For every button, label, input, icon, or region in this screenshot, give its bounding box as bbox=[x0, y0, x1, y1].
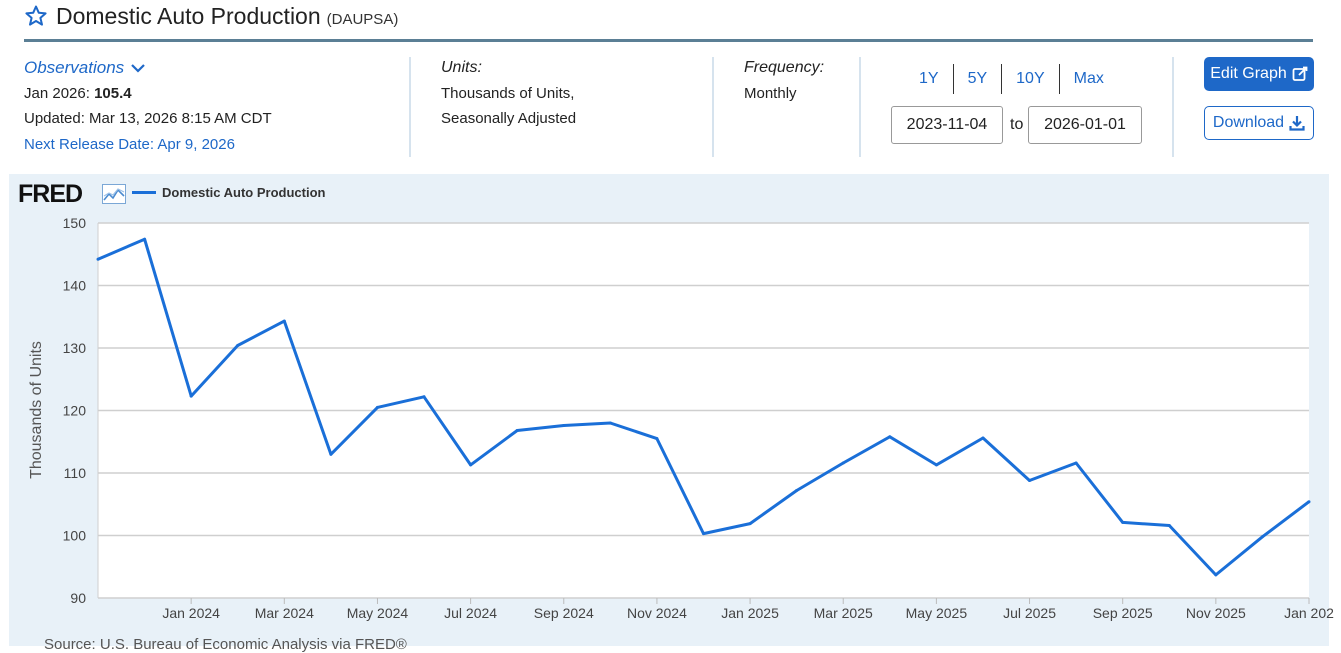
updated-text: Updated: Mar 13, 2026 8:15 AM CDT bbox=[24, 110, 272, 127]
data-point[interactable] bbox=[1307, 500, 1311, 504]
data-point[interactable] bbox=[1167, 524, 1171, 527]
x-tick-label: Jan 2024 bbox=[162, 605, 220, 621]
range-5y-button[interactable]: 5Y bbox=[967, 70, 988, 87]
data-point[interactable] bbox=[515, 429, 519, 432]
range-1y-button[interactable]: 1Y bbox=[919, 70, 939, 87]
legend-series-name: Domestic Auto Production bbox=[162, 185, 326, 200]
y-tick-label: 130 bbox=[63, 340, 87, 356]
divider bbox=[1172, 57, 1174, 157]
observations-block: Observations Jan 2026: 105.4 Updated: Ma… bbox=[24, 55, 272, 157]
data-point[interactable] bbox=[655, 437, 659, 441]
latest-date: Jan 2026: bbox=[24, 84, 90, 102]
trend-icon bbox=[102, 184, 126, 204]
series-title: Domestic Auto Production bbox=[56, 2, 321, 29]
star-icon[interactable] bbox=[24, 4, 48, 28]
data-point[interactable] bbox=[1028, 479, 1032, 482]
data-point[interactable] bbox=[748, 522, 752, 526]
y-tick-label: 120 bbox=[63, 403, 87, 419]
data-point[interactable] bbox=[888, 435, 892, 439]
data-point[interactable] bbox=[562, 424, 566, 427]
x-tick-label: Sep 2024 bbox=[534, 605, 594, 621]
x-tick-label: May 2025 bbox=[906, 605, 968, 621]
data-point[interactable] bbox=[143, 237, 147, 241]
date-to-label: to bbox=[1010, 116, 1024, 133]
frequency-label: Frequency: bbox=[744, 59, 825, 76]
x-tick-label: May 2024 bbox=[347, 605, 409, 621]
data-point[interactable] bbox=[795, 489, 799, 492]
x-tick-label: Sep 2025 bbox=[1093, 605, 1153, 621]
data-point[interactable] bbox=[282, 319, 286, 323]
divider bbox=[859, 57, 861, 157]
y-axis-label: Thousands of Units bbox=[28, 341, 45, 479]
observations-label: Observations bbox=[24, 58, 125, 77]
data-point[interactable] bbox=[934, 463, 938, 467]
y-tick-label: 110 bbox=[64, 465, 87, 481]
data-point[interactable] bbox=[96, 257, 100, 261]
data-point[interactable] bbox=[1121, 520, 1125, 524]
data-point[interactable] bbox=[329, 452, 333, 456]
edit-icon bbox=[1292, 66, 1308, 81]
range-10y-button[interactable]: 10Y bbox=[1016, 70, 1045, 87]
chart-legend: Domestic Auto Production bbox=[132, 185, 325, 200]
units-line-2: Seasonally Adjusted bbox=[441, 110, 577, 127]
x-tick-label: Nov 2024 bbox=[627, 605, 687, 621]
y-tick-label: 140 bbox=[63, 278, 87, 294]
data-point[interactable] bbox=[189, 394, 193, 398]
start-date-input[interactable] bbox=[891, 106, 1003, 144]
units-block: Units: Thousands of Units, Seasonally Ad… bbox=[441, 55, 576, 132]
series-id: (DAUPSA) bbox=[326, 10, 399, 28]
data-point[interactable] bbox=[236, 344, 240, 347]
x-tick-label: Jan 202 bbox=[1284, 605, 1334, 621]
end-date-input[interactable] bbox=[1028, 106, 1142, 144]
data-point[interactable] bbox=[1214, 573, 1218, 577]
x-tick-label: Nov 2025 bbox=[1186, 605, 1246, 621]
x-tick-label: Jan 2025 bbox=[721, 605, 779, 621]
legend-line-swatch bbox=[132, 191, 156, 194]
x-tick-label: Jul 2025 bbox=[1003, 605, 1056, 621]
download-button[interactable]: Download bbox=[1204, 106, 1314, 140]
data-point[interactable] bbox=[608, 421, 612, 425]
chevron-down-icon bbox=[131, 63, 145, 73]
edit-graph-button[interactable]: Edit Graph bbox=[1204, 57, 1314, 91]
observations-toggle[interactable]: Observations bbox=[24, 55, 272, 81]
divider bbox=[712, 57, 714, 157]
chart-source: Source: U.S. Bureau of Economic Analysis… bbox=[44, 636, 407, 653]
data-point[interactable] bbox=[702, 532, 705, 536]
header-rule bbox=[24, 39, 1313, 42]
units-line-1: Thousands of Units, bbox=[441, 84, 575, 102]
next-release-link[interactable]: Next Release Date: Apr 9, 2026 bbox=[24, 135, 235, 153]
range-buttons: 1Y 5Y 10Y Max bbox=[905, 64, 1118, 94]
data-point[interactable] bbox=[469, 463, 473, 467]
data-point[interactable] bbox=[422, 395, 426, 399]
latest-observation: Jan 2026: 105.4 bbox=[24, 81, 272, 107]
data-point[interactable] bbox=[375, 405, 379, 409]
data-point[interactable] bbox=[1260, 535, 1264, 539]
range-max-button[interactable]: Max bbox=[1073, 70, 1104, 87]
latest-value: 105.4 bbox=[94, 84, 132, 102]
fred-logo: FRED bbox=[18, 180, 83, 208]
range-separator bbox=[952, 64, 954, 94]
range-separator bbox=[1001, 64, 1003, 94]
title-row: Domestic Auto Production (DAUPSA) bbox=[24, 0, 398, 32]
download-icon bbox=[1289, 116, 1305, 131]
range-separator bbox=[1058, 64, 1060, 94]
x-tick-label: Jul 2024 bbox=[444, 605, 497, 621]
x-tick-label: Mar 2025 bbox=[814, 605, 873, 621]
data-point[interactable] bbox=[841, 461, 845, 465]
y-tick-label: 100 bbox=[63, 528, 87, 544]
data-point[interactable] bbox=[1074, 461, 1078, 465]
download-label: Download bbox=[1212, 114, 1285, 131]
y-tick-label: 150 bbox=[63, 215, 87, 231]
edit-graph-label: Edit Graph bbox=[1210, 65, 1287, 82]
units-label: Units: bbox=[441, 59, 482, 76]
frequency-value: Monthly bbox=[744, 84, 797, 102]
data-point[interactable] bbox=[981, 436, 985, 440]
y-tick-label: 90 bbox=[70, 590, 86, 606]
frequency-block: Frequency: Monthly bbox=[744, 55, 824, 106]
x-tick-label: Mar 2024 bbox=[255, 605, 314, 621]
divider bbox=[409, 57, 411, 157]
